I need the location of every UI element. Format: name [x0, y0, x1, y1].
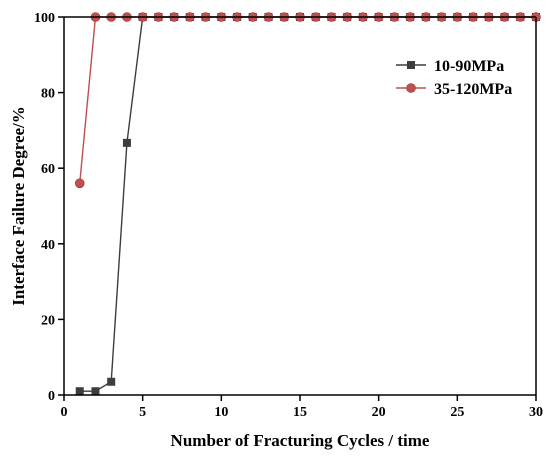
- series-line-1: [79, 16, 536, 184]
- data-point-0-2: [107, 377, 116, 386]
- legend-label-0: 10-90MPa: [434, 58, 504, 75]
- x-tick-label-2: 10: [214, 405, 228, 420]
- x-tick-label-3: 15: [293, 405, 307, 420]
- data-point-0-1: [91, 387, 100, 396]
- y-tick-label-2: 40: [41, 238, 55, 253]
- data-point-1-0: [74, 178, 85, 189]
- y-tick-label-0: 0: [48, 389, 55, 404]
- y-axis-title: Interface Failure Degree/%: [9, 106, 28, 306]
- x-tick-label-0: 0: [61, 405, 68, 420]
- legend: 10-90MPa 35-120MPa: [396, 58, 512, 98]
- y-tick-label-5: 100: [34, 11, 55, 26]
- y-tick-label-4: 80: [41, 87, 55, 102]
- x-tick-label-6: 30: [529, 405, 543, 420]
- x-tick-label-1: 5: [139, 405, 146, 420]
- x-tick-label-4: 20: [372, 405, 386, 420]
- y-tick-label-1: 20: [41, 313, 55, 328]
- legend-marker-0: [407, 61, 415, 69]
- series-35-120MPa: [74, 12, 541, 189]
- x-tick-label-5: 25: [450, 405, 464, 420]
- y-tick-label-3: 60: [41, 162, 55, 177]
- legend-marker-1: [406, 83, 416, 93]
- legend-label-1: 35-120MPa: [434, 81, 512, 98]
- data-point-0-3: [122, 138, 131, 147]
- data-point-0-0: [75, 387, 84, 396]
- ticks: 0 5 10 15 20 25 30 0 20 40 60 80 100: [34, 11, 543, 420]
- x-axis-title: Number of Fracturing Cycles / time: [171, 431, 430, 450]
